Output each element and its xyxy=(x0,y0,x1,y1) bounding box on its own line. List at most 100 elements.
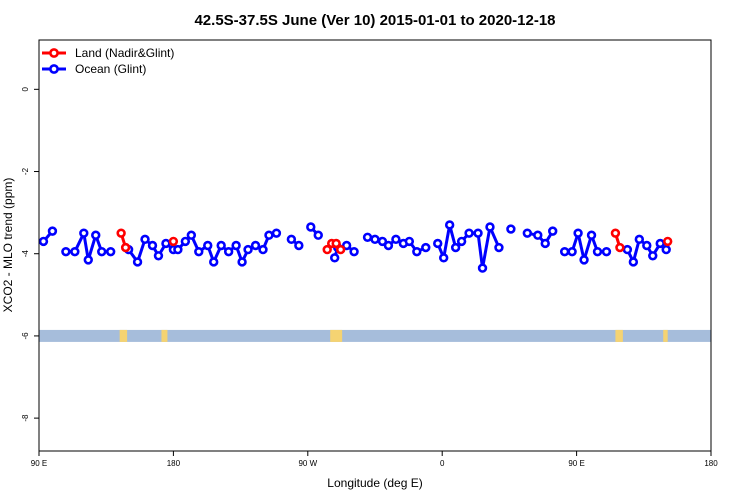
data-point xyxy=(294,240,304,251)
data-point xyxy=(433,238,443,249)
land-mask-segment xyxy=(330,329,343,342)
data-point xyxy=(70,246,80,257)
data-point xyxy=(622,244,633,255)
data-point xyxy=(250,240,261,251)
data-point xyxy=(335,244,346,255)
legend-entry: Ocean (Glint) xyxy=(42,62,146,76)
data-point xyxy=(38,236,49,247)
data-point xyxy=(540,238,550,249)
axes: 90 E 180 90 W 0 90 E 180 0 -2 -4 -6 -8 xyxy=(21,39,718,468)
data-point xyxy=(83,255,93,265)
data-point xyxy=(662,236,673,247)
data-point xyxy=(628,257,639,267)
data-point xyxy=(661,244,671,255)
data-point xyxy=(180,236,191,247)
x-tick-label: 0 xyxy=(440,459,445,468)
data-point xyxy=(494,242,504,253)
data-point xyxy=(341,240,352,251)
data-point xyxy=(615,242,625,253)
data-point xyxy=(412,246,422,257)
data-point xyxy=(120,242,131,253)
data-point xyxy=(421,242,431,253)
land-mask-segment xyxy=(161,329,168,342)
data-point xyxy=(216,240,226,251)
x-tick-label: 90 E xyxy=(31,459,47,468)
land-mask-segment xyxy=(615,329,623,342)
data-point xyxy=(147,240,158,251)
series-ocean-glint- xyxy=(38,220,671,273)
series-layer xyxy=(38,220,673,273)
data-point xyxy=(306,222,316,232)
data-point xyxy=(243,244,253,255)
data-point xyxy=(161,238,171,249)
data-point xyxy=(105,246,116,257)
x-tick-label: 90 E xyxy=(568,459,584,468)
data-point xyxy=(655,238,665,249)
data-point xyxy=(264,230,274,240)
data-point xyxy=(186,230,197,240)
data-point xyxy=(377,236,388,247)
legend-label: Land (Nadir&Glint) xyxy=(75,46,174,60)
data-point xyxy=(592,246,603,257)
data-point xyxy=(573,228,583,238)
data-point xyxy=(506,224,516,234)
y-tick-label: -2 xyxy=(21,167,30,175)
data-point xyxy=(286,234,297,245)
y-tick-label: 0 xyxy=(21,87,30,92)
legend-marker xyxy=(49,64,59,74)
data-point xyxy=(223,246,234,257)
series-land-nadir-glint- xyxy=(116,228,673,255)
data-point xyxy=(567,246,577,257)
data-point xyxy=(153,251,164,261)
data-point xyxy=(362,232,373,242)
data-point xyxy=(132,257,143,267)
data-point xyxy=(194,246,204,257)
y-tick-label: -6 xyxy=(21,332,30,340)
y-axis-label: XCO2 - MLO trend (ppm) xyxy=(1,178,15,313)
series-line-segment xyxy=(481,226,492,269)
legend: Land (Nadir&Glint) Ocean (Glint) xyxy=(42,46,174,76)
data-point xyxy=(522,228,533,238)
data-point xyxy=(473,228,483,238)
data-point xyxy=(231,240,241,251)
y-tick-label: -4 xyxy=(21,250,30,258)
series-line-segment xyxy=(476,232,485,269)
series-line-segment xyxy=(442,224,452,259)
data-point xyxy=(601,246,612,257)
data-point xyxy=(116,228,126,238)
data-point xyxy=(642,240,652,251)
data-point xyxy=(634,234,645,245)
legend-marker xyxy=(49,48,59,58)
data-point xyxy=(438,253,449,263)
data-point xyxy=(586,230,597,240)
data-point xyxy=(648,251,658,261)
data-point xyxy=(209,257,219,267)
data-point xyxy=(140,234,150,245)
data-point xyxy=(579,255,589,265)
data-point xyxy=(91,230,101,240)
data-point xyxy=(271,228,282,238)
data-point xyxy=(548,226,558,236)
data-point xyxy=(237,257,247,267)
y-tick-label: -8 xyxy=(21,414,30,422)
data-point xyxy=(464,228,474,238)
chart-title: 42.5S-37.5S June (Ver 10) 2015-01-01 to … xyxy=(194,12,555,29)
data-point xyxy=(61,246,71,257)
data-point xyxy=(450,242,461,253)
data-point xyxy=(444,220,455,230)
data-point xyxy=(97,246,107,257)
data-point xyxy=(203,240,213,251)
data-point xyxy=(79,228,89,238)
data-point xyxy=(456,236,467,247)
data-point xyxy=(329,253,340,263)
data-point xyxy=(477,263,488,273)
data-point xyxy=(559,246,570,257)
data-point xyxy=(331,238,341,249)
legend-entry: Land (Nadir&Glint) xyxy=(42,46,174,60)
x-tick-label: 180 xyxy=(704,459,718,468)
land-ocean-mask xyxy=(39,329,711,342)
data-point xyxy=(313,230,323,240)
data-point xyxy=(383,240,394,251)
data-point xyxy=(610,228,621,238)
